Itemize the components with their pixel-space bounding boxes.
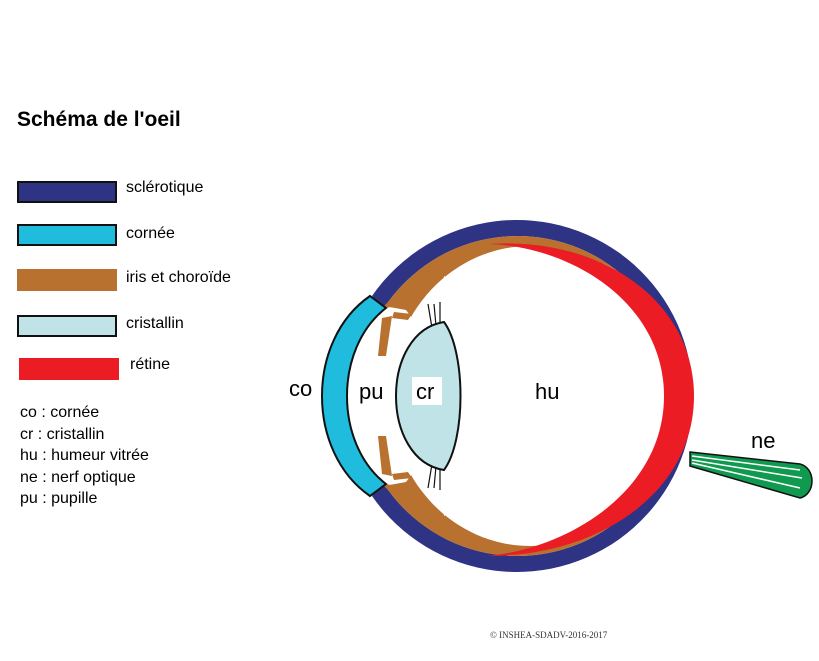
legend-swatch-lens bbox=[17, 315, 117, 337]
retina bbox=[488, 243, 694, 557]
optic-nerve bbox=[689, 451, 813, 499]
legend-label-lens: cristallin bbox=[126, 315, 184, 332]
copyright-notice: © INSHEA-SDADV-2016-2017 bbox=[490, 630, 607, 640]
abbreviation-item: co : cornée bbox=[20, 404, 100, 421]
legend-label-sclera: sclérotique bbox=[126, 179, 204, 196]
cornea bbox=[321, 294, 388, 498]
legend-label-iris: iris et choroïde bbox=[126, 269, 231, 286]
abbreviation-item: hu : humeur vitrée bbox=[20, 447, 149, 464]
label-cr-background bbox=[412, 377, 442, 405]
copyright-icon: © bbox=[490, 630, 497, 640]
abbreviation-item: cr : cristallin bbox=[20, 425, 105, 443]
label-ne: ne bbox=[751, 428, 775, 453]
pupil-rim bbox=[378, 316, 392, 476]
copyright-text: INSHEA-SDADV-2016-2017 bbox=[499, 630, 608, 640]
label-pu: pu bbox=[359, 379, 383, 404]
label-cr: cr bbox=[416, 379, 434, 404]
label-co: co bbox=[289, 376, 312, 401]
legend-swatch-retina bbox=[19, 358, 119, 380]
abbreviation-list: co : cornée cr : cristallin hu : humeur … bbox=[20, 402, 149, 510]
legend-label-cornea: cornée bbox=[126, 225, 175, 242]
legend-swatch-iris bbox=[17, 269, 117, 291]
label-hu: hu bbox=[535, 379, 559, 404]
legend-swatch-cornea bbox=[17, 224, 117, 246]
page-title: Schéma de l'oeil bbox=[17, 108, 181, 131]
legend-label-retina: rétine bbox=[130, 356, 171, 373]
vitreous-body bbox=[390, 246, 670, 546]
abbreviation-item: ne : nerf optique bbox=[20, 468, 136, 486]
abbreviation-item: pu : pupille bbox=[20, 490, 98, 507]
legend-swatch-sclera bbox=[17, 181, 117, 203]
